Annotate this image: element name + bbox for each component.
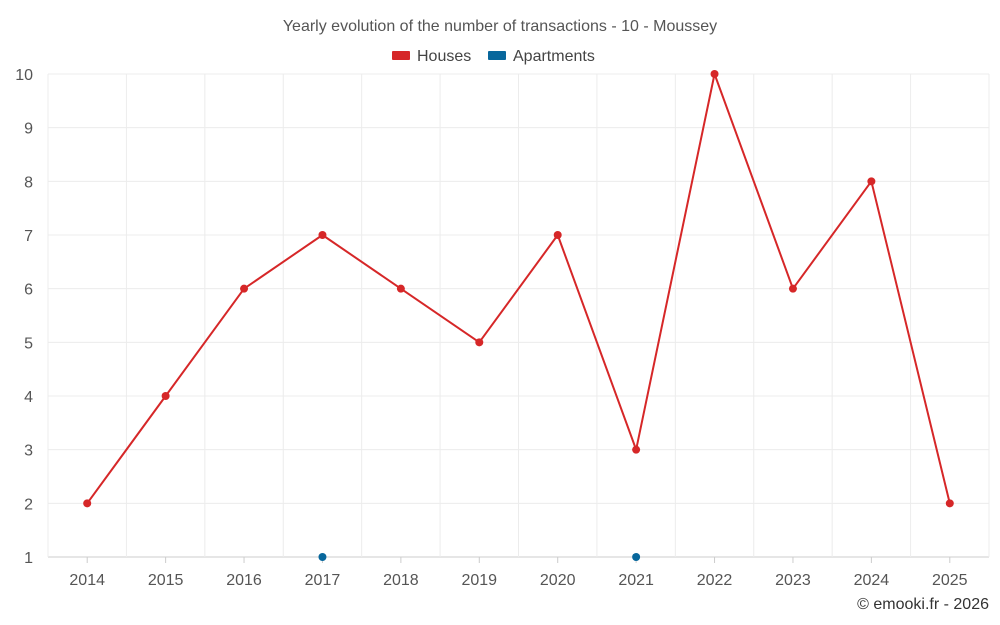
data-point-houses [553, 231, 562, 239]
data-point-houses [161, 392, 170, 400]
x-tick-label: 2024 [854, 572, 890, 589]
data-point-houses [475, 338, 484, 347]
x-tick-label: 2022 [697, 572, 733, 589]
y-tick-label: 5 [24, 335, 33, 352]
y-tick-label: 2 [24, 496, 33, 513]
series-apartments [318, 553, 641, 561]
x-tick-label: 2018 [383, 572, 419, 589]
legend-swatch-apartments [488, 51, 506, 60]
legend-swatch-houses [392, 51, 410, 60]
series-line-houses [86, 73, 951, 504]
y-tick-label: 7 [24, 228, 33, 245]
x-tick-label: 2019 [461, 572, 497, 589]
y-axis: 1 2 3 4 5 6 7 8 9 10 [15, 67, 33, 567]
data-point-apartments [318, 553, 327, 561]
x-tick-label: 2016 [226, 572, 262, 589]
x-tick-label: 2017 [305, 572, 341, 589]
y-tick-label: 10 [15, 67, 33, 84]
x-axis: 2014 2015 2016 2017 2018 2019 2020 2021 2022 2023… [69, 557, 968, 589]
y-tick-label: 9 [24, 121, 33, 138]
y-tick-label: 4 [24, 389, 33, 406]
plot-area [83, 70, 954, 561]
data-point-apartments [632, 553, 641, 561]
data-point-houses [318, 231, 327, 239]
data-point-houses [83, 499, 92, 508]
legend-label-apartments[interactable]: Apartments [513, 48, 595, 65]
data-point-houses [632, 445, 641, 454]
data-point-houses [396, 284, 405, 293]
y-tick-label: 8 [24, 174, 33, 191]
data-point-houses [240, 284, 249, 293]
y-tick-label: 3 [24, 443, 33, 460]
grid [47, 73, 990, 558]
footer-credit: © emooki.fr - 2026 [857, 596, 989, 613]
legend: Houses Apartments [392, 48, 595, 65]
y-tick-label: 1 [24, 550, 33, 567]
legend-label-houses[interactable]: Houses [417, 48, 471, 65]
x-tick-label: 2020 [540, 572, 576, 589]
x-tick-label: 2021 [618, 572, 654, 589]
series-houses [83, 70, 954, 508]
data-point-houses [945, 499, 954, 508]
x-tick-label: 2014 [69, 572, 105, 589]
data-point-houses [710, 70, 719, 78]
data-point-houses [867, 177, 876, 186]
data-point-houses [788, 284, 797, 293]
x-tick-label: 2023 [775, 572, 811, 589]
x-tick-label: 2025 [932, 572, 968, 589]
y-tick-label: 6 [24, 282, 33, 299]
x-tick-label: 2015 [148, 572, 184, 589]
chart-title: Yearly evolution of the number of transa… [283, 18, 717, 35]
